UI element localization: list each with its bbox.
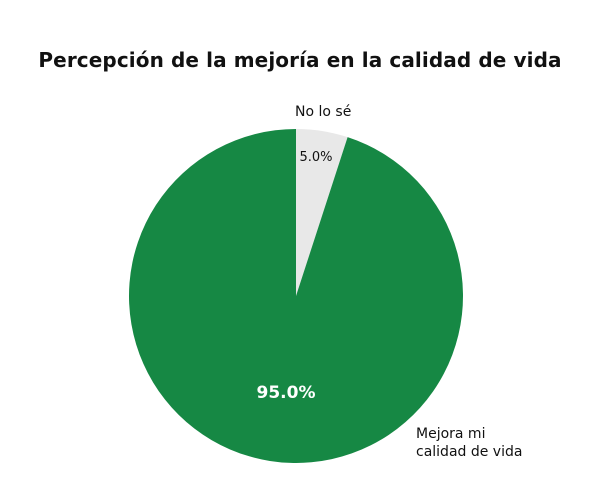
chart-title: Percepción de la mejoría en la calidad d… [38,48,562,72]
slice-label: No lo sé [295,104,351,120]
pie-slices [128,129,464,463]
slice-label: Mejora mi calidad de vida [416,426,522,460]
pie-slice [296,129,348,296]
slice-value-label: 95.0% [257,383,316,403]
pie-labels: No lo sé 5.0% 95.0% Mejora mi calidad de vid… [257,104,523,460]
pie-slice [128,129,464,463]
slice-value-label: 5.0% [299,150,332,165]
